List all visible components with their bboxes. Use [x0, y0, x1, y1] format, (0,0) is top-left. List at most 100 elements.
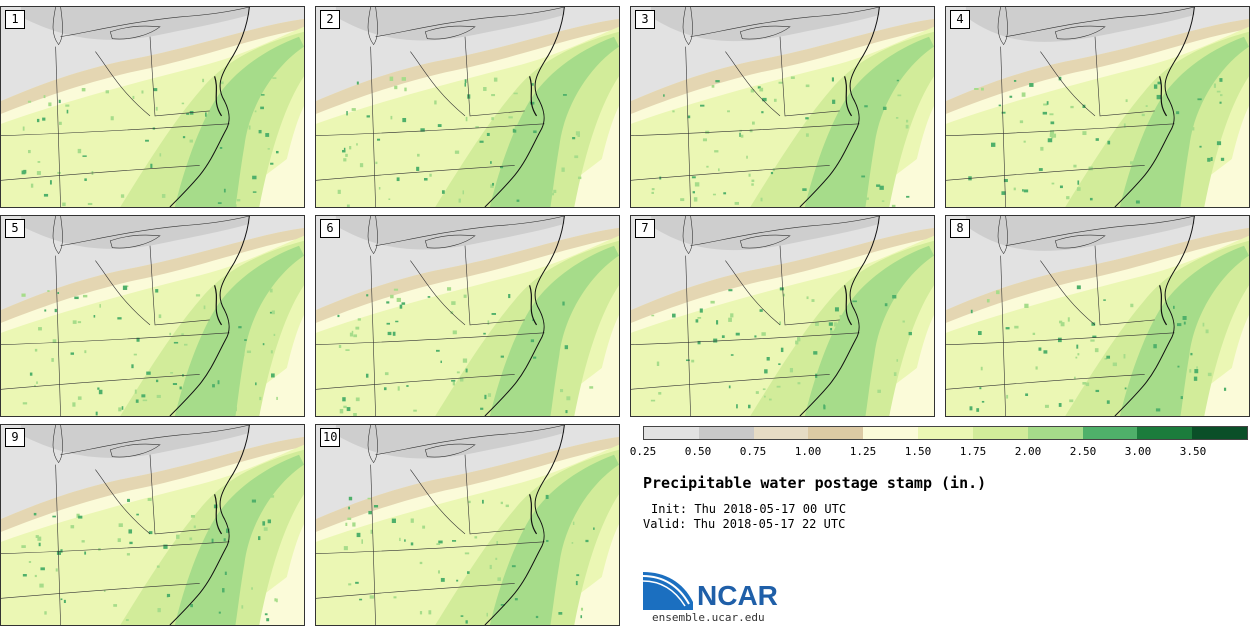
- moisture-speckle: [1183, 321, 1186, 325]
- moisture-speckle: [210, 180, 213, 186]
- moisture-speckle: [97, 387, 100, 390]
- transition-band: [316, 436, 619, 532]
- moisture-speckle: [658, 392, 662, 395]
- moisture-speckle: [156, 394, 161, 398]
- moisture-speckle: [389, 76, 394, 81]
- moisture-speckle: [531, 83, 534, 86]
- moisture-speckle: [1210, 157, 1213, 161]
- moisture-speckle: [345, 349, 350, 351]
- lake-outline: [109, 443, 161, 458]
- moisture-speckle: [694, 182, 700, 187]
- moisture-speckle: [1197, 98, 1202, 101]
- moisture-speckle: [456, 371, 460, 374]
- moisture-speckle: [1049, 133, 1054, 137]
- moisture-speckle: [820, 368, 824, 373]
- moisture-speckle: [416, 166, 420, 171]
- moisture-speckle: [1176, 111, 1180, 115]
- moisture-speckle: [593, 527, 595, 530]
- moisture-speckle: [895, 117, 899, 119]
- moisture-speckle: [161, 194, 166, 198]
- moisture-speckle: [535, 399, 540, 402]
- moisture-speckle: [487, 393, 492, 397]
- moisture-speckle: [1167, 329, 1171, 334]
- coastline: [484, 425, 565, 625]
- moisture-speckle: [393, 288, 399, 291]
- init-time: Init: Thu 2018-05-17 00 UTC: [651, 502, 847, 516]
- moisture-speckle: [48, 102, 52, 107]
- moisture-speckle: [105, 90, 109, 94]
- moisture-speckle: [1082, 382, 1087, 385]
- moisture-speckle: [479, 140, 484, 143]
- moisture-speckle: [728, 385, 731, 389]
- colorbar-segment: [1082, 427, 1138, 439]
- chesapeake-bay: [214, 76, 223, 117]
- moisture-speckle: [979, 387, 982, 390]
- moisture-speckle: [423, 177, 428, 181]
- moisture-speckle: [410, 542, 414, 546]
- moisture-speckle: [346, 204, 350, 207]
- coastline: [799, 7, 880, 207]
- moisture-speckle: [386, 322, 391, 325]
- moisture-speckle: [183, 343, 188, 346]
- moisture-speckle: [391, 518, 396, 524]
- moisture-speckle: [1089, 197, 1093, 201]
- transition-band: [946, 227, 1249, 323]
- moisture-speckle: [267, 519, 272, 524]
- moisture-speckle: [500, 355, 504, 358]
- ocean-dry-region: [1222, 315, 1249, 416]
- moisture-speckle: [348, 496, 353, 501]
- moisture-speckle: [739, 132, 741, 137]
- colorbar-tick-label: 1.75: [959, 445, 987, 458]
- moisture-speckle: [656, 361, 660, 366]
- moisture-speckle: [1194, 369, 1199, 374]
- moisture-speckle: [390, 294, 394, 299]
- moisture-speckle: [179, 386, 182, 390]
- moisture-speckle: [516, 199, 520, 202]
- moisture-speckle: [392, 331, 396, 336]
- moisture-speckle: [1123, 354, 1126, 359]
- moisture-speckle: [553, 189, 557, 194]
- moisture-speckle: [81, 540, 85, 543]
- moisture-speckle: [269, 288, 273, 293]
- moisture-speckle: [893, 372, 897, 376]
- colorbar-tick-label: 2.50: [1069, 445, 1097, 458]
- moisture-speckle: [82, 294, 88, 298]
- moisture-speckle: [417, 153, 420, 157]
- moisture-speckle: [536, 301, 539, 306]
- moisture-speckle: [356, 532, 361, 538]
- lake-outline: [52, 216, 63, 255]
- moisture-speckle: [691, 359, 695, 363]
- moisture-speckle: [401, 302, 406, 305]
- moisture-speckle: [147, 498, 152, 501]
- moisture-speckle: [228, 118, 233, 123]
- moisture-speckle: [117, 317, 122, 320]
- moisture-speckle: [764, 395, 766, 398]
- moisture-speckle: [370, 529, 373, 534]
- lake-outline: [997, 216, 1008, 255]
- moisture-speckle: [1077, 180, 1080, 185]
- state-border: [946, 332, 1175, 346]
- moisture-speckle: [1043, 350, 1048, 354]
- moisture-speckle: [1023, 189, 1029, 193]
- map-plot: [1, 425, 304, 625]
- moisture-speckle: [572, 521, 575, 525]
- moisture-speckle: [62, 202, 66, 207]
- moisture-speckle: [120, 194, 125, 198]
- moisture-speckle: [695, 319, 699, 323]
- state-border: [1, 165, 200, 181]
- moisture-speckle: [1076, 187, 1081, 191]
- moisture-speckle: [779, 287, 784, 291]
- moisture-speckle: [236, 199, 241, 202]
- moisture-speckle: [36, 118, 40, 123]
- moisture-speckle: [223, 538, 226, 542]
- state-border: [946, 123, 1175, 137]
- moisture-speckle: [390, 115, 393, 120]
- moisture-speckle: [844, 374, 847, 378]
- moisture-speckle: [349, 332, 354, 337]
- state-border: [149, 454, 210, 535]
- moisture-speckle: [651, 191, 654, 194]
- moisture-speckle: [65, 104, 70, 107]
- state-border: [316, 332, 545, 346]
- country-border: [1005, 216, 1195, 246]
- moisture-speckle: [234, 406, 237, 412]
